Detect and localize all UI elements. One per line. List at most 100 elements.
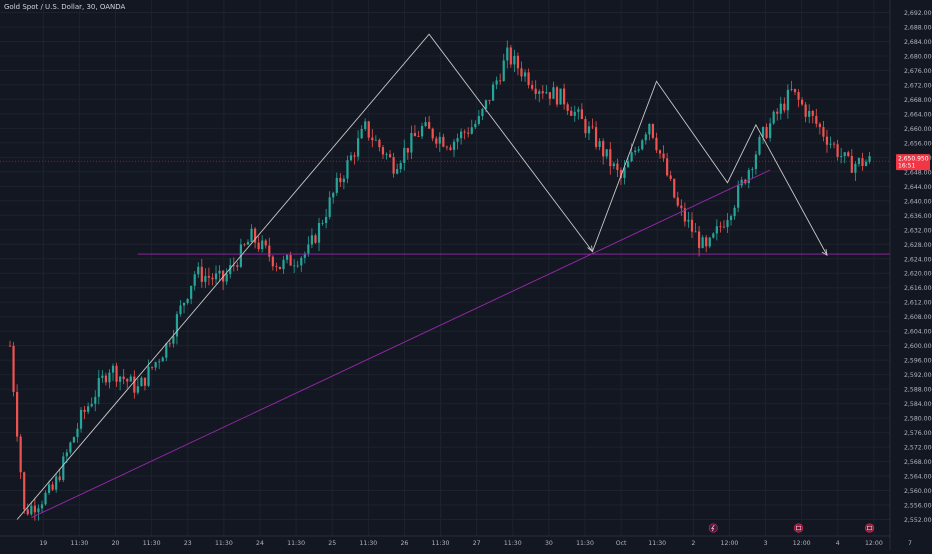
price-tick-label: 2,640.000 [904,198,932,205]
candle-body [648,124,651,135]
candle-body [332,192,335,198]
candle-body [47,484,51,493]
candle-body [435,138,438,144]
candle-body [428,122,431,129]
price-tick-label: 2,628.000 [904,242,932,249]
candle-body [300,257,303,266]
candle-body [800,99,804,105]
time-tick-label: 20 [112,540,120,547]
candle-body [822,127,825,137]
time-tick-label: 11:30 [287,540,305,547]
calendar-flag-icon[interactable] [793,523,804,533]
candle-body [452,141,456,150]
candle-body [577,109,580,112]
price-tick-label: 2,680.000 [904,53,932,60]
candle-body [566,104,569,111]
candle-body [534,88,537,94]
price-tick-label: 2,620.000 [904,271,932,278]
candle-body [136,386,139,393]
candle-body [51,484,54,490]
candle-body [815,115,818,124]
candle-body [399,162,402,170]
calendar-flag-icon[interactable] [864,523,875,533]
candle-body [349,155,353,161]
candle-body [165,343,168,358]
candle-body [545,92,548,94]
price-tick-label: 2,688.000 [904,24,932,31]
price-axis[interactable]: 2,692.000 2,688.000 2,684.000 2,680.000 2,67… [889,0,932,550]
candle-body [111,365,115,373]
candle-body [481,108,484,117]
candle-body [776,111,779,114]
candle-body [658,150,662,154]
candle-body [829,143,832,145]
candle-body [253,228,257,243]
candle-body [477,116,480,124]
candle-body [58,476,61,481]
candle-body [548,92,552,99]
candle-body [484,100,488,109]
candle-body [23,472,26,510]
candle-body [786,89,789,111]
candle-body [175,314,179,337]
candle-body [264,240,267,246]
candle-body [65,452,68,457]
candle-body [197,266,200,275]
candle-body [783,103,786,111]
candle-body [190,285,193,299]
candle-body [598,141,601,147]
candle-body [392,157,395,174]
candle-body [502,60,505,81]
time-tick-label: Oct [616,540,627,547]
price-tick-label: 2,576.000 [904,430,932,437]
candle-body [456,138,459,142]
candle-body [406,147,409,153]
candle-body [243,244,246,246]
candle-body [410,132,413,153]
time-tick-label: 4 [836,540,840,547]
candle-body [321,222,324,224]
candle-body [726,220,729,228]
candle-body [637,149,640,151]
candle-body [172,336,175,344]
candle-body [310,235,314,245]
candle-body [861,158,864,166]
candle-body [513,55,516,65]
last-price-badge-bg [896,154,930,171]
time-axis[interactable]: 19 11:30 20 11:30 23 11:30 24 11:30 25 11:30 26 11:… [0,535,912,547]
candle-body [836,144,839,157]
candle-body [76,428,79,438]
lightning-icon[interactable] [708,523,718,533]
candle-body [168,343,171,345]
candle-body [623,167,626,178]
candle-body [474,123,477,128]
candle-body [630,152,633,162]
candle-body [271,256,274,267]
candle-body [641,140,644,150]
candle-body [182,302,186,306]
candle-body [438,136,441,144]
time-tick-label: 11:30 [648,540,666,547]
candle-body [854,163,857,173]
price-tick-label: 2,692.000 [904,10,932,17]
candle-body [712,233,715,238]
price-tick-label: 2,584.000 [904,401,932,408]
event-markers[interactable] [708,523,875,533]
candle-body [790,88,793,90]
candle-body [612,163,615,167]
candle-body [367,121,370,138]
candle-body [843,152,846,157]
candle-body [737,185,740,208]
candle-body [289,255,292,266]
candle-body [697,231,701,248]
candle-body [97,377,100,397]
candle-body [463,131,466,133]
candle-body [413,132,417,137]
candle-body [90,403,93,407]
candle-body [317,223,321,243]
candle-body [765,127,768,139]
drawings[interactable] [0,33,890,520]
candle-body [8,345,12,347]
